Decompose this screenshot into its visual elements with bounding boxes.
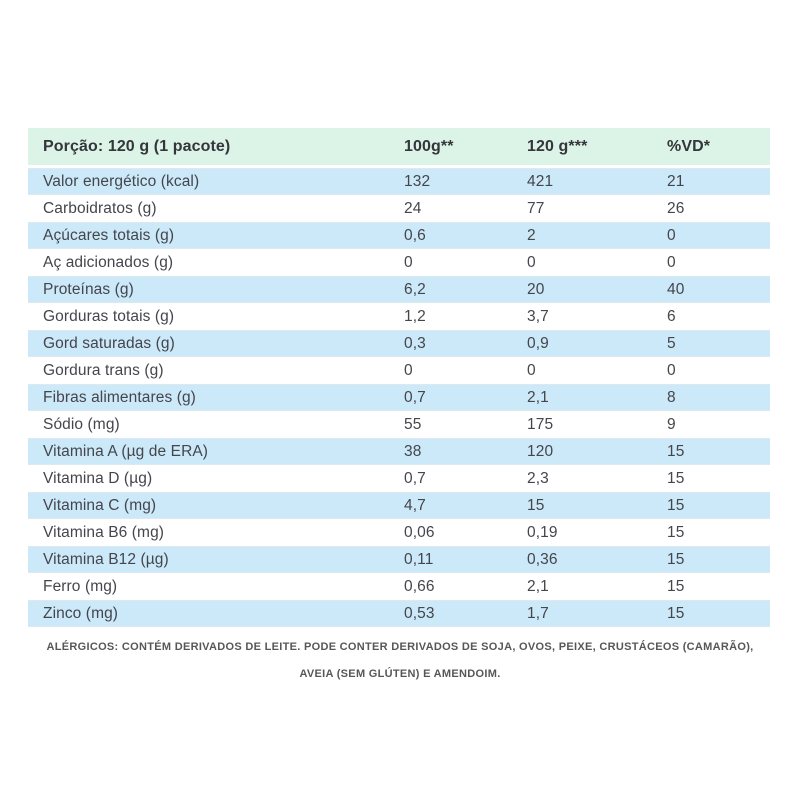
value-120g: 20 — [527, 280, 545, 298]
value-vd: 15 — [667, 604, 685, 622]
header-100g: 100g** — [404, 137, 454, 155]
value-100g: 0,3 — [404, 334, 426, 352]
value-120g: 0,19 — [527, 523, 558, 541]
nutrient-label: Gordura trans (g) — [43, 361, 164, 379]
value-vd: 15 — [667, 550, 685, 568]
table-row: Proteínas (g) 6,2 20 40 — [28, 276, 770, 303]
value-120g: 2 — [527, 226, 536, 244]
value-120g: 0 — [527, 361, 536, 379]
value-120g: 421 — [527, 172, 554, 190]
value-vd: 26 — [667, 199, 685, 217]
table-row: Sódio (mg) 55 175 9 — [28, 411, 770, 438]
nutrient-label: Vitamina D (µg) — [43, 469, 153, 487]
value-100g: 0,6 — [404, 226, 426, 244]
allergen-note-line1: ALÉRGICOS: CONTÉM DERIVADOS DE LEITE. PO… — [46, 641, 754, 653]
table-row: Gord saturadas (g) 0,3 0,9 5 — [28, 330, 770, 357]
value-100g: 0,7 — [404, 388, 426, 406]
table-row: Gorduras totais (g) 1,2 3,7 6 — [28, 303, 770, 330]
value-100g: 55 — [404, 415, 422, 433]
value-100g: 4,7 — [404, 496, 426, 514]
table-header-row: Porção: 120 g (1 pacote) 100g** 120 g***… — [28, 128, 770, 165]
value-120g: 2,3 — [527, 469, 549, 487]
table-row: Vitamina A (µg de ERA) 38 120 15 — [28, 438, 770, 465]
table-row: Gordura trans (g) 0 0 0 — [28, 357, 770, 384]
nutrient-label: Aç adicionados (g) — [43, 253, 174, 271]
value-vd: 21 — [667, 172, 685, 190]
nutrient-label: Valor energético (kcal) — [43, 172, 200, 190]
value-100g: 0,11 — [404, 550, 434, 568]
nutrient-label: Fibras alimentares (g) — [43, 388, 196, 406]
allergen-note-line2: AVEIA (SEM GLÚTEN) E AMENDOIM. — [299, 668, 501, 680]
table-body: Valor energético (kcal) 132 421 21 Carbo… — [28, 168, 770, 627]
value-120g: 1,7 — [527, 604, 549, 622]
value-vd: 0 — [667, 361, 676, 379]
nutrient-label: Açúcares totais (g) — [43, 226, 175, 244]
value-vd: 6 — [667, 307, 676, 325]
value-120g: 77 — [527, 199, 545, 217]
table-row: Zinco (mg) 0,53 1,7 15 — [28, 600, 770, 627]
value-100g: 0,06 — [404, 523, 435, 541]
table-row: Vitamina B12 (µg) 0,11 0,36 15 — [28, 546, 770, 573]
value-100g: 0,66 — [404, 577, 435, 595]
value-vd: 0 — [667, 253, 676, 271]
header-120g: 120 g*** — [527, 137, 588, 155]
value-100g: 0 — [404, 253, 413, 271]
nutrient-label: Vitamina B6 (mg) — [43, 523, 165, 541]
value-vd: 15 — [667, 577, 685, 595]
value-120g: 0 — [527, 253, 536, 271]
table-row: Vitamina B6 (mg) 0,06 0,19 15 — [28, 519, 770, 546]
value-vd: 0 — [667, 226, 676, 244]
table-row: Vitamina C (mg) 4,7 15 15 — [28, 492, 770, 519]
value-100g: 0,7 — [404, 469, 426, 487]
value-120g: 3,7 — [527, 307, 549, 325]
nutrient-label: Vitamina A (µg de ERA) — [43, 442, 209, 460]
table-row: Açúcares totais (g) 0,6 2 0 — [28, 222, 770, 249]
value-vd: 15 — [667, 496, 685, 514]
table-row: Aç adicionados (g) 0 0 0 — [28, 249, 770, 276]
table-row: Fibras alimentares (g) 0,7 2,1 8 — [28, 384, 770, 411]
value-100g: 132 — [404, 172, 431, 190]
value-vd: 15 — [667, 469, 685, 487]
nutrient-label: Vitamina C (mg) — [43, 496, 157, 514]
nutrient-label: Proteínas (g) — [43, 280, 134, 298]
table-row: Vitamina D (µg) 0,7 2,3 15 — [28, 465, 770, 492]
value-120g: 175 — [527, 415, 554, 433]
value-100g: 24 — [404, 199, 422, 217]
nutrient-label: Zinco (mg) — [43, 604, 119, 622]
header-portion: Porção: 120 g (1 pacote) — [43, 137, 231, 155]
nutrient-label: Gorduras totais (g) — [43, 307, 175, 325]
value-120g: 0,36 — [527, 550, 558, 568]
allergen-note: ALÉRGICOS: CONTÉM DERIVADOS DE LEITE. PO… — [0, 634, 800, 688]
value-100g: 6,2 — [404, 280, 426, 298]
value-vd: 40 — [667, 280, 685, 298]
value-120g: 2,1 — [527, 388, 549, 406]
value-vd: 15 — [667, 523, 685, 541]
value-120g: 2,1 — [527, 577, 549, 595]
value-100g: 38 — [404, 442, 422, 460]
value-vd: 5 — [667, 334, 676, 352]
nutrition-table: Porção: 120 g (1 pacote) 100g** 120 g***… — [28, 128, 770, 627]
value-100g: 0 — [404, 361, 413, 379]
nutrient-label: Gord saturadas (g) — [43, 334, 175, 352]
value-vd: 8 — [667, 388, 676, 406]
value-100g: 1,2 — [404, 307, 426, 325]
nutrient-label: Carboidratos (g) — [43, 199, 157, 217]
nutrient-label: Ferro (mg) — [43, 577, 118, 595]
table-row: Valor energético (kcal) 132 421 21 — [28, 168, 770, 195]
value-vd: 9 — [667, 415, 676, 433]
nutrient-label: Vitamina B12 (µg) — [43, 550, 169, 568]
value-100g: 0,53 — [404, 604, 435, 622]
value-120g: 120 — [527, 442, 554, 460]
value-vd: 15 — [667, 442, 685, 460]
table-row: Carboidratos (g) 24 77 26 — [28, 195, 770, 222]
value-120g: 15 — [527, 496, 545, 514]
table-row: Ferro (mg) 0,66 2,1 15 — [28, 573, 770, 600]
nutrient-label: Sódio (mg) — [43, 415, 120, 433]
value-120g: 0,9 — [527, 334, 549, 352]
header-vd: %VD* — [667, 137, 711, 155]
